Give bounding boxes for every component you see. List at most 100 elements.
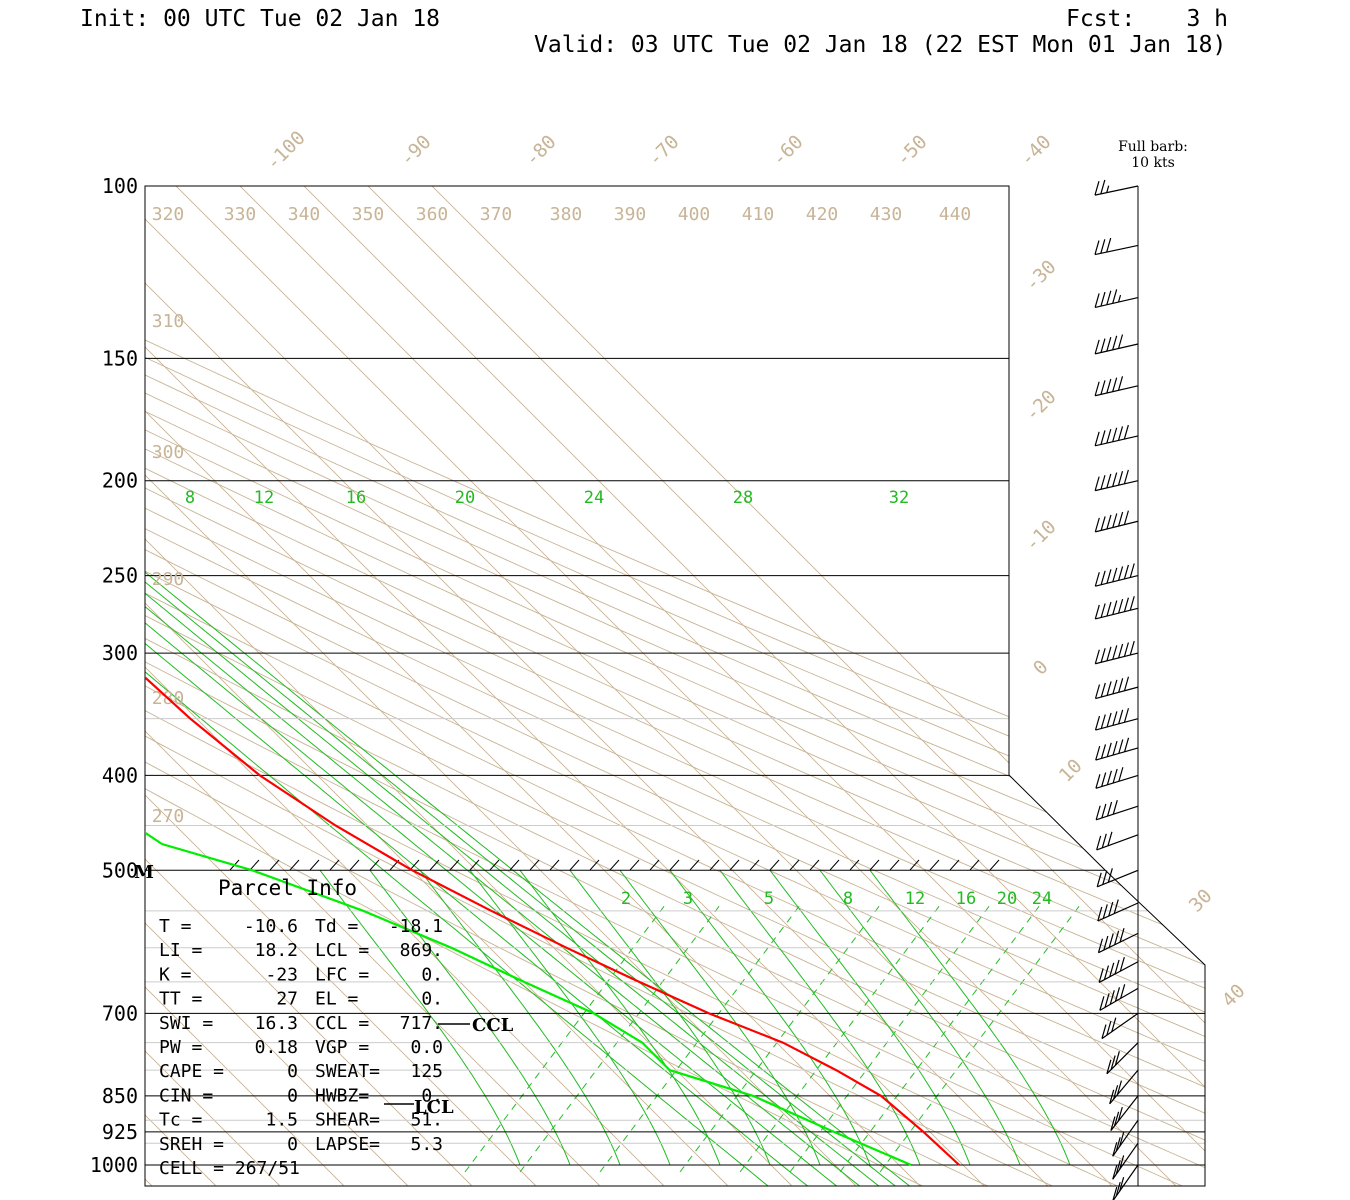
level-hatch	[949, 859, 960, 871]
parcel-info-value: -10.6	[244, 916, 298, 937]
dry-adiabat-440	[145, 186, 1205, 1186]
theta-tick-label: 340	[288, 204, 321, 225]
lower-mixing-ratio-line	[464, 904, 666, 1173]
isotherm--20	[145, 186, 921, 1186]
parcel-info-key: VGP =	[315, 1037, 369, 1058]
level-hatch	[589, 859, 600, 871]
mixing-level-marker: M	[134, 862, 154, 883]
wind-barb	[1095, 737, 1139, 761]
parcel-info-value: 16.3	[255, 1013, 298, 1034]
dry-adiabat-260	[145, 186, 996, 1186]
parcel-info-key: PW =	[159, 1037, 203, 1058]
parcel-info-value: 0.	[421, 964, 443, 985]
pressure-tick-label: 500	[102, 858, 138, 882]
level-hatch	[369, 859, 380, 871]
mixing-ratio-curve	[145, 480, 884, 1186]
mixing-ratio-curve	[145, 480, 813, 1186]
level-hatch	[629, 859, 640, 871]
parcel-info-value: 869.	[400, 940, 443, 961]
wind-barb	[1110, 1095, 1139, 1131]
pressure-tick-label: 925	[102, 1120, 138, 1144]
level-hatch	[469, 859, 480, 871]
dry-adiabat-310	[145, 186, 1205, 1186]
theta-tick-label: 360	[416, 204, 449, 225]
dry-adiabat-290	[145, 186, 1191, 1186]
mixing-ratio-tick-label: 12	[905, 889, 925, 909]
level-hatch	[749, 859, 760, 871]
dry-adiabat-320	[145, 186, 1205, 1186]
parcel-info-key: SWEAT=	[315, 1061, 380, 1082]
isotherm--70	[145, 186, 601, 1186]
mixing-ratio-tick-label: 16	[346, 488, 366, 508]
temperature-tick-label: -70	[644, 131, 684, 171]
parcel-info-key: CCL =	[315, 1013, 369, 1034]
lower-mixing-ratio-line	[739, 904, 941, 1173]
isotherm-40	[208, 186, 1205, 1186]
dry-adiabat-370	[145, 186, 1205, 1186]
theta-tick-label: 350	[352, 204, 385, 225]
wind-barb	[1099, 984, 1139, 1011]
parcel-info-value: 5.3	[410, 1134, 443, 1155]
parcel-info-value: 1.5	[265, 1110, 298, 1131]
parcel-info-key: CAPE =	[159, 1061, 224, 1082]
temperature-tick-label: 30	[1185, 885, 1217, 917]
mixing-ratio-tick-label: 12	[254, 488, 274, 508]
svg-text:LCL: LCL	[414, 1097, 454, 1118]
isotherm--90	[145, 186, 473, 1186]
temperature-tick-label: -10	[1021, 516, 1061, 556]
parcel-info-value: 0	[287, 1134, 298, 1155]
level-hatch	[869, 859, 880, 871]
level-hatch	[729, 859, 740, 871]
theta-tick-label: 290	[152, 569, 185, 590]
wind-barb	[1096, 868, 1139, 888]
isotherm--10	[145, 186, 985, 1186]
isotherm--60	[145, 186, 665, 1186]
lower-mixing-ratio-line	[679, 904, 881, 1173]
theta-tick-label: 310	[152, 311, 185, 332]
parcel-info-key: SWI =	[159, 1013, 213, 1034]
mixing-ratio-tick-label: 3	[683, 889, 693, 909]
parcel-info-key: K =	[159, 964, 192, 985]
wind-barbs	[1094, 179, 1139, 1200]
level-hatch	[909, 859, 920, 871]
dry-adiabat-380	[145, 186, 1205, 1186]
level-hatch	[889, 859, 900, 871]
parcel-info-key: HWBZ=	[315, 1085, 369, 1106]
parcel-info-value: 0.	[421, 989, 443, 1010]
parcel-info-key: LAPSE=	[315, 1134, 380, 1155]
mixing-ratio-curve	[145, 480, 901, 1186]
level-hatch	[609, 859, 620, 871]
theta-tick-label: 400	[678, 204, 711, 225]
wind-barb	[1112, 1164, 1139, 1200]
dry-adiabat-430	[145, 186, 1205, 1186]
pressure-tick-label: 250	[102, 564, 138, 588]
lower-mixing-ratio-line	[599, 904, 801, 1173]
isotherm-0	[145, 186, 1049, 1186]
pressure-tick-label: 1000	[90, 1153, 138, 1177]
isotherm--110	[145, 186, 345, 1186]
isotherm-10	[145, 186, 1113, 1186]
level-hatch	[829, 859, 840, 871]
level-hatch	[649, 859, 660, 871]
level-hatch	[789, 859, 800, 871]
dry-adiabat-340	[145, 186, 1205, 1186]
level-hatch	[709, 859, 720, 871]
wind-barb	[1094, 376, 1139, 397]
level-hatch	[329, 859, 340, 871]
level-hatch	[989, 859, 1000, 871]
level-hatch	[409, 859, 420, 871]
dry-adiabat-280	[145, 186, 1126, 1186]
parcel-info-value: 27	[276, 989, 298, 1010]
sounding-profiles	[145, 186, 960, 1167]
parcel-info-panel: Parcel Info T = -10.6 Td = -18.1 LI = 18.2 LCL…	[159, 876, 443, 1179]
isotherm--120	[145, 186, 281, 1186]
temperature-profile	[145, 186, 960, 1166]
parcel-info-key: Td =	[315, 916, 359, 937]
valid-time: Valid: 03 UTC Tue 02 Jan 18 (22 EST Mon …	[534, 32, 1226, 58]
dry-adiabat-410	[145, 186, 1205, 1186]
wind-barb	[1112, 1142, 1139, 1180]
isobar-lines	[145, 185, 1205, 1166]
mixing-ratio-curve	[145, 480, 842, 1186]
parcel-info-value: 0.	[421, 1085, 443, 1106]
theta-tick-label: 440	[939, 204, 972, 225]
